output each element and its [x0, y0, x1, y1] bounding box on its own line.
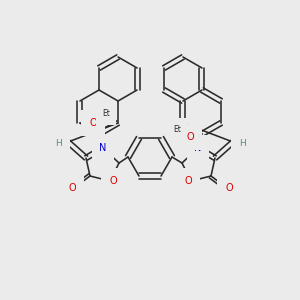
Text: O: O — [68, 183, 76, 193]
Text: O: O — [186, 132, 194, 142]
Text: N: N — [194, 143, 202, 153]
Text: H: H — [56, 140, 62, 148]
Text: O: O — [184, 176, 192, 186]
Text: O: O — [89, 118, 97, 128]
Text: H: H — [238, 140, 245, 148]
Text: Et: Et — [173, 124, 181, 134]
Text: Et: Et — [102, 110, 110, 118]
Text: O: O — [225, 183, 233, 193]
Text: O: O — [109, 176, 117, 186]
Text: N: N — [99, 143, 107, 153]
